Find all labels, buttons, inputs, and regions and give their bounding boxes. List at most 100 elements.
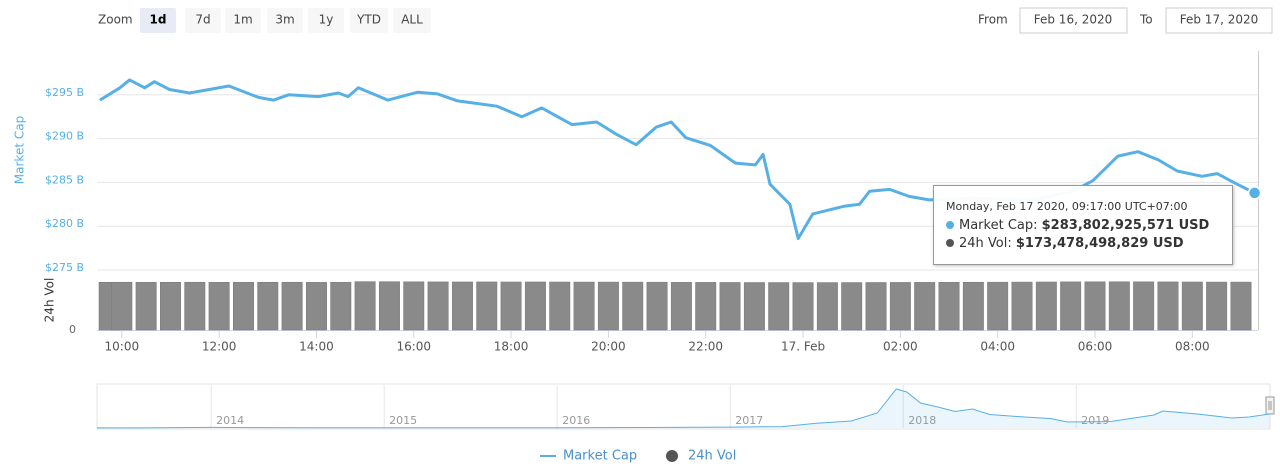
zoom-button[interactable]: [393, 8, 431, 33]
bar: [476, 281, 498, 331]
tooltip: Monday, Feb 17 2020, 09:17:00 UTC+07:00 …: [933, 185, 1233, 265]
zoom-button[interactable]: [185, 8, 221, 33]
bar: [719, 282, 741, 331]
zoom-button[interactable]: [267, 8, 303, 33]
bar: [743, 282, 765, 331]
bar: [889, 282, 911, 331]
bar: [1011, 281, 1033, 331]
bar: [1206, 281, 1228, 331]
zoom-option[interactable]: 1y: [319, 13, 334, 27]
navigator-handle[interactable]: [1265, 396, 1275, 415]
zoom-buttons: 1d 7d 1m 3m 1y YTD ALL: [140, 8, 431, 33]
tooltip-value: $173,478,498,829 USD: [1015, 236, 1184, 251]
hover-marker: [1247, 186, 1262, 200]
bar: [330, 282, 352, 331]
bar: [1133, 281, 1155, 331]
x-tick-label: 06:00: [1078, 340, 1113, 354]
zoom-option[interactable]: 1d: [150, 13, 167, 27]
bar: [914, 282, 936, 331]
bar: [208, 282, 230, 331]
bar: [135, 282, 157, 331]
x-tick-label: 18:00: [494, 340, 529, 354]
zoom-option[interactable]: 1m: [233, 13, 252, 27]
bar: [1060, 281, 1082, 331]
x-tick-label: 17. Feb: [781, 340, 825, 354]
y-axis-title: 24h Vol: [43, 278, 57, 323]
bar: [184, 281, 206, 331]
tooltip-row: 24h Vol: $173,478,498,829 USD: [946, 235, 1232, 253]
bar: [573, 281, 595, 331]
bar: [1230, 281, 1252, 331]
zoom-option[interactable]: 3m: [275, 13, 294, 27]
x-tick-label: 22:00: [688, 340, 723, 354]
area-line: [97, 388, 1271, 429]
bar: [281, 281, 303, 331]
from-label: From: [978, 13, 1008, 27]
bar: [451, 281, 473, 331]
y-tick-label: $285 B: [45, 173, 84, 186]
legend-label[interactable]: 24h Vol: [688, 449, 736, 464]
y-tick-label: $290 B: [45, 130, 84, 143]
tooltip-value: $283,802,925,571 USD: [1041, 218, 1210, 233]
bar: [792, 282, 814, 331]
bar: [938, 282, 960, 331]
from-date[interactable]: Feb 16, 2020: [1034, 13, 1113, 27]
bar: [695, 282, 717, 331]
to-date[interactable]: Feb 17, 2020: [1180, 13, 1259, 27]
tooltip-header: Monday, Feb 17 2020, 09:17:00 UTC+07:00: [946, 200, 1188, 213]
zoom-option[interactable]: 7d: [195, 13, 210, 27]
bar: [524, 281, 546, 331]
tooltip-label: 24h Vol:: [959, 236, 1012, 251]
from-input[interactable]: [1019, 7, 1128, 34]
bar: [1181, 281, 1203, 331]
to-label: To: [1139, 13, 1153, 27]
zoom-label: Zoom: [98, 13, 133, 27]
x-tick-label: 14:00: [299, 340, 334, 354]
y-axis-title: Market Cap: [13, 116, 27, 184]
x-tick-label: 2019: [1081, 414, 1109, 427]
x-tick-label: 04:00: [980, 340, 1015, 354]
bar: [427, 281, 449, 331]
zoom-button[interactable]: [308, 8, 344, 33]
zoom-option[interactable]: YTD: [356, 13, 381, 27]
bar: [1084, 281, 1106, 331]
bar: [670, 282, 692, 331]
zoom-button[interactable]: [225, 8, 261, 33]
zoom-button[interactable]: [140, 8, 176, 33]
bar: [1157, 281, 1179, 331]
x-tick-label: 2018: [908, 414, 936, 427]
x-tick-label: 2016: [562, 414, 590, 427]
bar: [305, 282, 327, 331]
bar: [111, 281, 133, 331]
area-fill: [97, 389, 1270, 428]
tooltip-row: Market Cap: $283,802,925,571 USD: [946, 217, 1232, 235]
x-tick-label: 10:00: [105, 340, 140, 354]
bar: [378, 281, 400, 331]
bar: [160, 281, 181, 331]
bar: [549, 281, 571, 331]
legend-swatch: [666, 450, 678, 462]
tooltip-dot: [946, 239, 954, 247]
bar: [987, 281, 1009, 331]
bar: [597, 281, 619, 331]
x-tick-label: 12:00: [202, 340, 237, 354]
x-tick-label: 16:00: [396, 340, 431, 354]
bar: [354, 281, 376, 331]
bar: [257, 281, 279, 331]
bar: [841, 282, 863, 331]
bar: [232, 282, 254, 331]
bar: [646, 281, 668, 331]
zoom-option[interactable]: ALL: [401, 13, 423, 27]
to-input[interactable]: [1165, 7, 1273, 34]
bar: [768, 282, 790, 331]
y-tick-label: $295 B: [45, 86, 84, 99]
tooltip-label: Market Cap:: [959, 218, 1038, 233]
bar: [1108, 281, 1130, 331]
bar: [622, 281, 644, 331]
bar: [1035, 281, 1057, 331]
legend-label[interactable]: Market Cap: [563, 449, 637, 464]
zoom-button[interactable]: [350, 8, 388, 33]
x-tick-label: 02:00: [883, 340, 918, 354]
bar: [403, 281, 425, 331]
